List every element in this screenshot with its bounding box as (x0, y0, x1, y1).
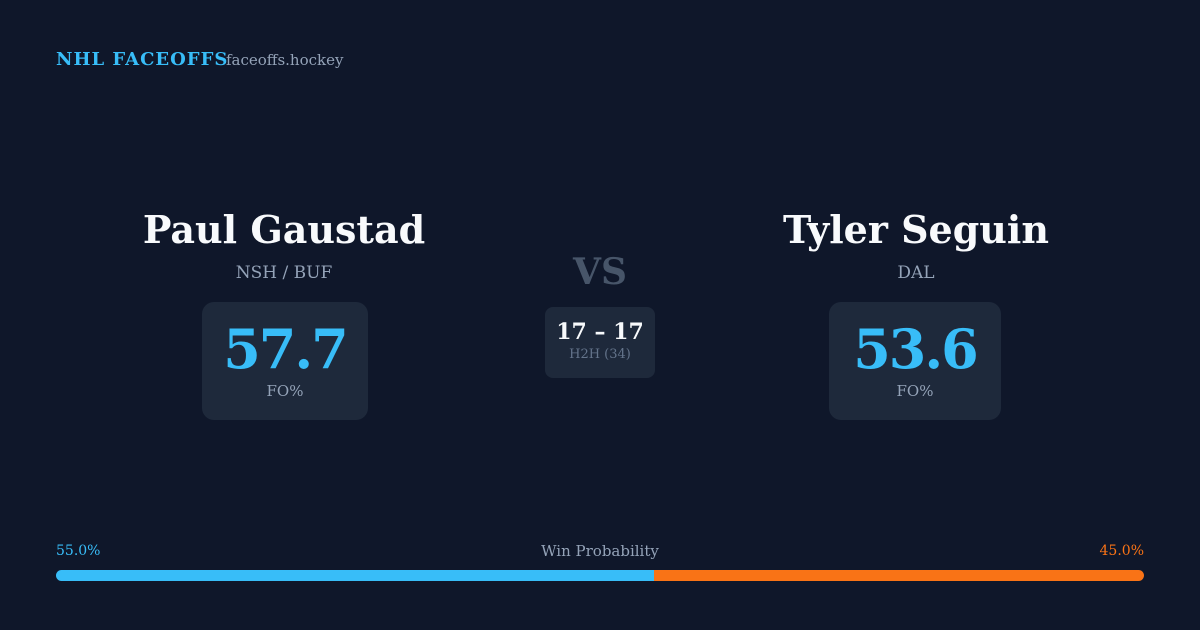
vs-label: VS (573, 251, 627, 293)
h2h-score: 17 – 17 (556, 319, 644, 345)
fo-label: FO% (266, 382, 304, 400)
player-teams: DAL (897, 263, 935, 283)
h2h-card: 17 – 17 H2H (34) (545, 307, 655, 378)
player-teams: NSH / BUF (235, 263, 333, 283)
win-prob-right: 45.0% (1099, 543, 1144, 559)
bar-segment (654, 570, 1144, 581)
fo-pct: 53.6 (853, 317, 979, 381)
player-name: Tyler Seguin (783, 207, 1049, 252)
stat-card: 57.7 FO% (202, 302, 368, 420)
win-prob-bar (56, 570, 1144, 581)
win-prob-left: 55.0% (56, 543, 101, 559)
win-prob-title: Win Probability (541, 542, 659, 560)
h2h-label: H2H (34) (569, 347, 631, 362)
fo-label: FO% (896, 382, 934, 400)
player-name: Paul Gaustad (142, 207, 426, 252)
stat-card: 53.6 FO% (829, 302, 1001, 420)
fo-pct: 57.7 (223, 317, 349, 381)
brand: NHL FACEOFFS (56, 49, 229, 70)
site-name: faceoffs.hockey (226, 51, 344, 69)
bar-segment (56, 570, 655, 581)
